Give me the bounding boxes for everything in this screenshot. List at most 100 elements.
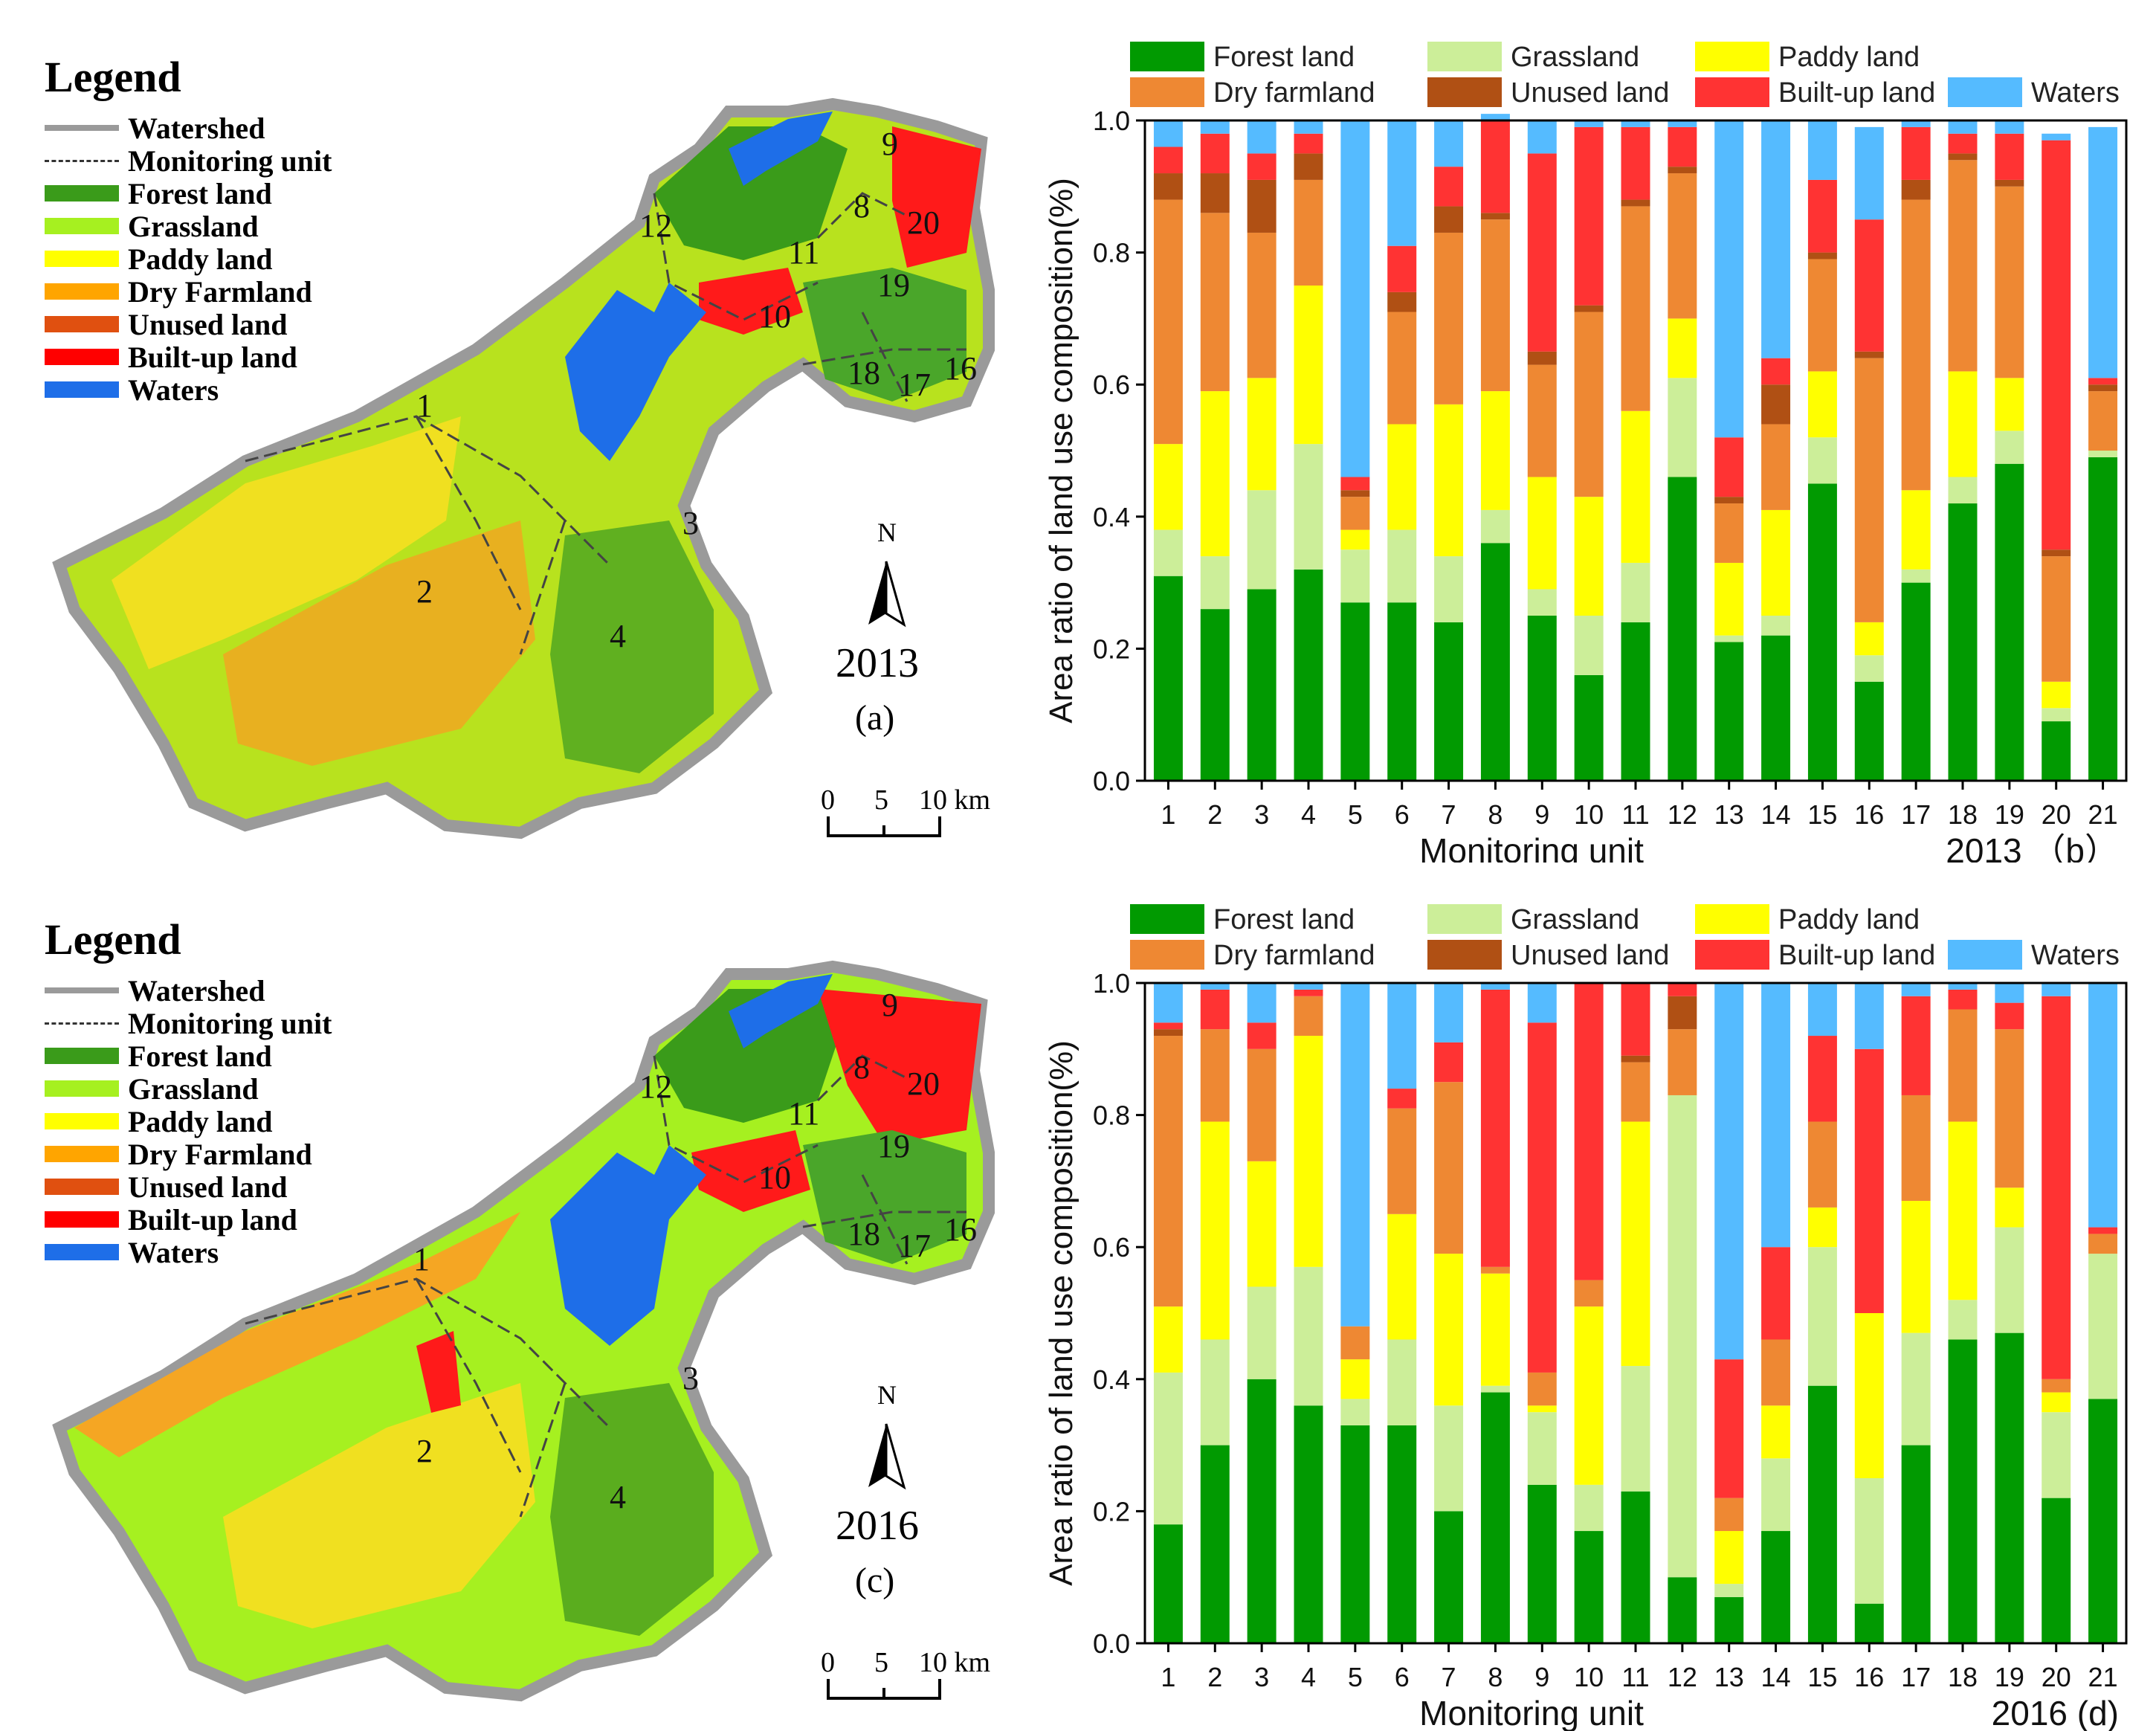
bar-segment (1901, 126, 1931, 180)
x-tick-label: 9 (1534, 799, 1549, 830)
bar-segment (1901, 1095, 1931, 1202)
x-tick-label: 11 (1621, 1662, 1649, 1692)
legend-item-unused: Unused land (45, 1170, 332, 1204)
bar-segment (1854, 1478, 1884, 1604)
bar-segment (1294, 1405, 1323, 1643)
land-patch-waters (550, 1145, 706, 1346)
bar-segment (1247, 232, 1277, 378)
paddy-swatch-icon (45, 1113, 119, 1129)
legend-swatch-grassland (1427, 904, 1502, 934)
bar-segment (1294, 996, 1323, 1037)
map-year-label: 2013 (836, 640, 919, 686)
forest-swatch-icon (45, 185, 119, 202)
watershed-map-2016: 1 2 3 4 8 9 10 11 12 16 17 18 19 20 N 0 … (52, 960, 995, 1702)
bar-segment (1200, 391, 1230, 557)
map-panel-2016: 1 2 3 4 8 9 10 11 12 16 17 18 19 20 N 0 … (0, 863, 1026, 1718)
bar-segment (1995, 1227, 2024, 1333)
bar-segment (1621, 983, 1650, 1056)
y-tick-label: 0.2 (1093, 1496, 1130, 1527)
legend-title: Legend (45, 53, 181, 101)
bar-segment (1153, 120, 1183, 147)
unit-label: 12 (639, 1068, 672, 1105)
x-tick-label: 10 (1574, 799, 1604, 830)
bar-segment (1527, 153, 1557, 352)
bar-segment (1480, 120, 1510, 213)
bar-segment (1480, 543, 1510, 781)
svg-text:10 km: 10 km (919, 1647, 990, 1678)
legend-label: Watershed (128, 111, 265, 145)
bar-segment (1761, 983, 1791, 1248)
bar-segment (2042, 983, 2071, 996)
bar-segment (1807, 437, 1837, 484)
paddy-swatch-icon (45, 251, 119, 267)
bar-segment (1621, 622, 1650, 781)
bar-segment (1153, 146, 1183, 174)
bar-segment (1621, 1121, 1650, 1367)
bar-segment (1948, 1009, 1978, 1122)
bar-segment (1434, 206, 1464, 233)
bar-segment (1527, 1405, 1557, 1413)
x-tick-label: 4 (1301, 1662, 1316, 1692)
bar-segment (1247, 1022, 1277, 1049)
bar-segment (1668, 120, 1697, 127)
bar-segment (1153, 529, 1183, 576)
bar-segment (1480, 989, 1510, 1267)
bar-segment (1901, 490, 1931, 570)
bar-segment (1854, 622, 1884, 656)
unit-label: 9 (882, 987, 898, 1023)
north-arrow-icon: N (868, 518, 906, 628)
bar-segment (1621, 410, 1650, 563)
bar-segment (1995, 1187, 2024, 1228)
bar-segment (1574, 616, 1604, 675)
legend-swatch-paddy-land (1695, 42, 1769, 71)
bar-segment (1480, 509, 1510, 544)
legend-swatch-unused-land (1427, 940, 1502, 970)
bar-segment (1807, 120, 1837, 180)
bar-segment (1948, 153, 1978, 161)
x-tick-label: 18 (1948, 799, 1978, 830)
unit-number-labels: 1 2 3 4 8 9 10 11 12 16 17 18 19 20 (416, 126, 977, 654)
bar-segment (2088, 126, 2118, 378)
bar-segment (1807, 371, 1837, 438)
bar-segment (1948, 1300, 1978, 1340)
legend-item-watershed: Watershed (45, 974, 332, 1008)
bar-segment (1807, 1036, 1837, 1122)
legend-item-grassland: Grassland (45, 210, 332, 243)
x-tick-label: 14 (1761, 1662, 1791, 1692)
bar-segment (1527, 589, 1557, 616)
legend-item-builtup: Built-up land (45, 341, 332, 374)
bar-segment (1294, 989, 1323, 996)
watershed-line-icon (45, 125, 119, 131)
x-tick-label: 13 (1714, 799, 1744, 830)
bar-segment (1200, 173, 1230, 213)
bar-segment (1340, 497, 1370, 530)
bar-segment (1995, 120, 2024, 134)
bar-segment (2088, 983, 2118, 1228)
x-tick-label: 14 (1761, 799, 1791, 830)
y-tick-label: 0.8 (1093, 1100, 1130, 1131)
bar-segment (1714, 437, 1744, 497)
legend-label-forest-land: Forest land (1213, 904, 1355, 935)
bar-segment (1247, 490, 1277, 590)
y-tick-label: 0.8 (1093, 238, 1130, 268)
x-tick-label: 3 (1254, 1662, 1269, 1692)
bar-segment (1340, 1359, 1370, 1399)
bar-segment (1995, 983, 2024, 1003)
bar-segment (1153, 983, 1183, 1023)
legend-swatch-forest-land (1130, 904, 1204, 934)
y-tick-label: 0.4 (1093, 502, 1130, 532)
bar-segment (2088, 451, 2118, 457)
legend-label-dry-farmland: Dry farmland (1213, 77, 1375, 109)
bar-segment (1854, 351, 1884, 358)
bar-segment (1574, 312, 1604, 497)
bar-segment (1294, 286, 1323, 445)
bar-segment (2088, 1234, 2118, 1254)
bar-segment (1200, 609, 1230, 781)
bar-segment (1714, 503, 1744, 563)
bar-segment (1714, 562, 1744, 636)
x-tick-label: 12 (1668, 799, 1697, 830)
legend-swatch-built-up-land (1695, 940, 1769, 970)
bar-segment (1434, 1405, 1464, 1512)
legend-label-forest-land: Forest land (1213, 42, 1355, 73)
bar-segment (1387, 602, 1417, 781)
